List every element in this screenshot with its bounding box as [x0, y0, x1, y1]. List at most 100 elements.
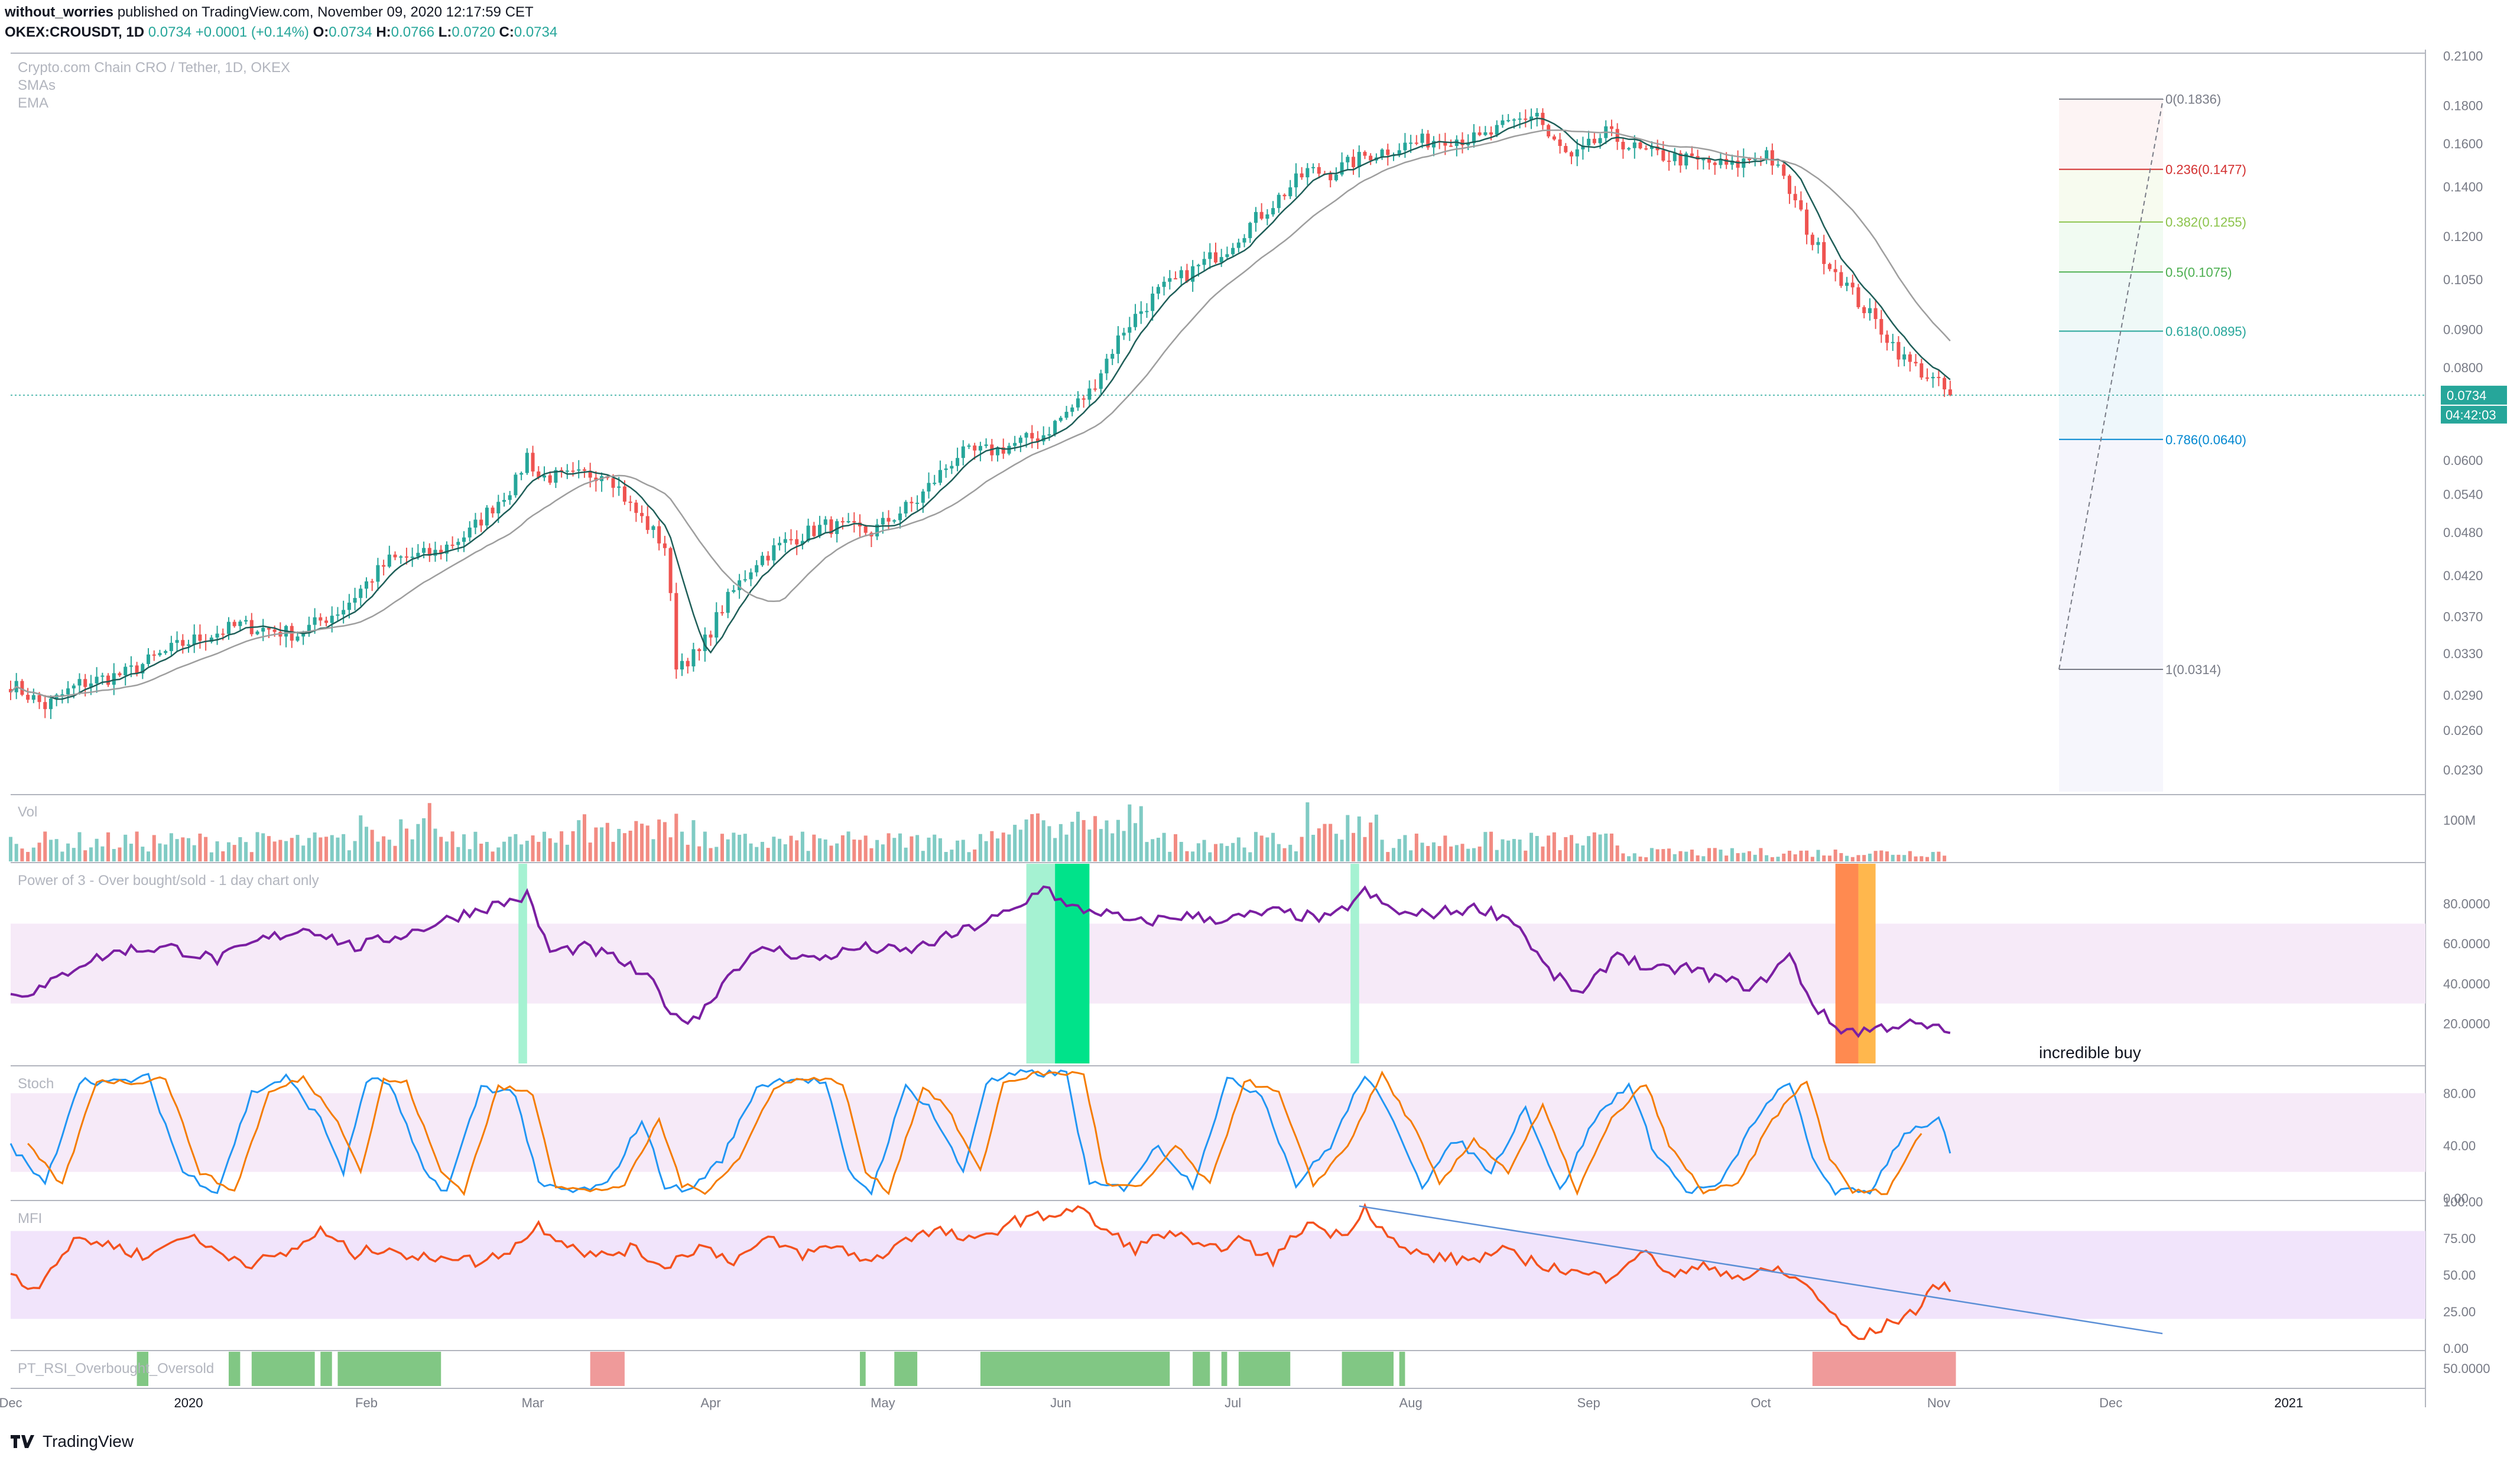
- candle-body: [738, 580, 742, 590]
- candle-body: [1627, 148, 1631, 149]
- volume-bar: [519, 844, 524, 861]
- volume-pane[interactable]: Vol 100M: [8, 802, 2476, 861]
- volume-bar: [1352, 832, 1356, 861]
- volume-bar: [1581, 845, 1585, 861]
- fib-trend-line: [2058, 99, 2164, 670]
- signal-zone: [1350, 864, 1359, 1063]
- candle-body: [1082, 398, 1086, 400]
- volume-bar: [634, 821, 638, 861]
- candle-body: [1873, 308, 1878, 319]
- volume-bar: [456, 847, 460, 861]
- candle-body: [571, 470, 575, 472]
- candle-body: [1035, 438, 1040, 442]
- volume-bar: [1925, 857, 1929, 861]
- candle-body: [818, 525, 822, 536]
- volume-bar: [1225, 845, 1229, 861]
- volume-bar: [1357, 816, 1361, 861]
- mfi-tick-label: 75.00: [2443, 1231, 2476, 1246]
- candle-body: [387, 554, 391, 567]
- volume-bar: [1282, 848, 1287, 861]
- price-pane[interactable]: Crypto.com Chain CRO / Tether, 1D, OKEXS…: [8, 48, 2507, 792]
- candle-body: [863, 526, 868, 533]
- volume-bar: [118, 847, 122, 861]
- volume-bar: [1506, 840, 1511, 861]
- pt-rsi-segment: [894, 1352, 918, 1386]
- volume-bar: [1518, 840, 1522, 861]
- volume-bar: [1552, 832, 1556, 861]
- volume-bar: [1076, 811, 1080, 861]
- mfi-tick-label: 25.00: [2443, 1304, 2476, 1319]
- time-tick-label: Jun: [1050, 1395, 1071, 1410]
- candle-body: [709, 635, 713, 638]
- volume-bar: [1213, 844, 1218, 861]
- candle-body: [1420, 134, 1424, 143]
- volume-bar: [548, 838, 552, 861]
- candle-body: [1827, 263, 1831, 269]
- stoch-d-line: [27, 1070, 1923, 1196]
- volume-bar: [319, 837, 323, 861]
- volume-bar: [1001, 832, 1005, 861]
- pt-rsi-pane[interactable]: PT_RSI_Overbought_Oversold 50.0000: [18, 1352, 2490, 1386]
- volume-bar: [1598, 834, 1602, 861]
- candle-body: [778, 542, 782, 545]
- volume-bar: [158, 843, 162, 861]
- volume-bar: [278, 840, 282, 861]
- volume-bar: [295, 835, 300, 861]
- candle-body: [1678, 153, 1683, 166]
- volume-bar: [1099, 829, 1103, 861]
- volume-bar: [1374, 814, 1378, 861]
- volume-bar: [1759, 848, 1763, 861]
- volume-bar: [1128, 804, 1132, 861]
- volume-bar: [950, 850, 954, 861]
- candle-body: [1638, 142, 1642, 149]
- candle-body: [1937, 376, 1941, 378]
- last-price-label: 0.0734: [2447, 388, 2486, 403]
- time-axis[interactable]: Dec 2020 Feb Mar Apr May Jun Jul Aug Sep Oct Nov Dec…: [0, 1395, 2303, 1410]
- candle-body: [1920, 363, 1924, 378]
- volume-bar: [1024, 819, 1028, 861]
- volume-bar: [743, 834, 747, 861]
- volume-bar: [1466, 848, 1470, 861]
- price-tick-label: 0.0230: [2443, 763, 2483, 777]
- volume-bar: [1346, 815, 1350, 861]
- stoch-pane[interactable]: Stoch 80.00 40.00 0.00: [9, 1069, 2476, 1206]
- volume-bar: [1082, 820, 1086, 861]
- overlay-ema-label: EMA: [18, 95, 48, 111]
- candle-body: [1369, 155, 1373, 161]
- volume-bar: [1414, 833, 1418, 861]
- stoch-k-line: [9, 1069, 1951, 1196]
- candle-body: [715, 612, 719, 638]
- countdown-label: 04:42:03: [2446, 408, 2496, 422]
- volume-bar: [582, 814, 586, 861]
- candle-body: [37, 695, 41, 702]
- volume-bar: [1667, 848, 1671, 861]
- candle-body: [244, 620, 248, 622]
- pt-rsi-segment: [860, 1352, 866, 1386]
- candle-body: [221, 633, 225, 635]
- candle-body: [835, 521, 839, 534]
- candle-body: [267, 627, 271, 630]
- volume-bar: [1891, 854, 1895, 861]
- pt-rsi-segment: [1399, 1352, 1405, 1386]
- candle-body: [1282, 194, 1287, 197]
- volume-bar: [525, 841, 529, 861]
- candle-body: [364, 581, 369, 589]
- candle-body: [881, 518, 885, 525]
- power3-pane[interactable]: Power of 3 - Over bought/sold - 1 day ch…: [10, 864, 2490, 1063]
- sma-slow-line: [10, 129, 1951, 698]
- volume-bar: [720, 834, 724, 861]
- candle-body: [680, 661, 684, 670]
- volume-bar: [1162, 832, 1166, 861]
- mfi-pane[interactable]: MFI 100.00 75.00 50.00 25.00 0.00: [10, 1195, 2483, 1356]
- candle-body: [1431, 141, 1436, 148]
- author-name[interactable]: without_worries: [5, 4, 114, 20]
- volume-bar: [933, 834, 937, 861]
- candle-body: [1558, 139, 1562, 147]
- candle-body: [760, 555, 764, 565]
- candle-body: [1329, 174, 1333, 181]
- volume-bar: [537, 841, 541, 861]
- candle-body: [956, 458, 960, 466]
- candle-body: [640, 513, 644, 516]
- candle-body: [330, 616, 334, 623]
